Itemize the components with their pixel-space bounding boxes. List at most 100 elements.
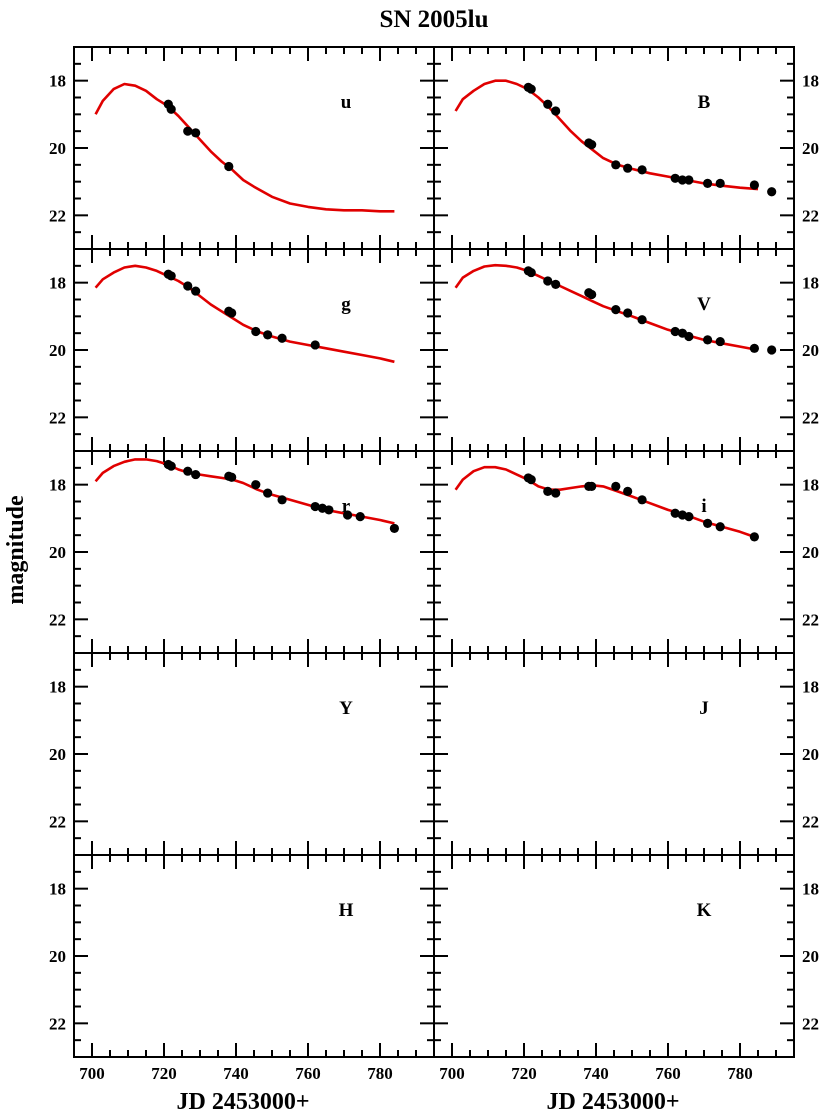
panel-i: 18 20 22 i [433,450,819,654]
data-point-B [749,180,760,190]
panel-frame [433,46,795,250]
y-tick-label: 22 [49,610,66,629]
data-point-g [310,340,320,350]
data-point-B [526,84,536,94]
data-point-V [715,336,725,347]
data-point-B [587,140,597,150]
data-point-B [715,178,725,188]
y-tick-label: 20 [49,543,66,562]
fit-curve-g [94,264,395,364]
y-tick-label: 20 [49,341,66,360]
y-tick-label: 22 [49,408,66,427]
panel-J: 18 20 22 J [433,652,819,856]
data-point-V [767,345,777,355]
band-label-V: V [697,294,711,315]
data-point-i [670,508,680,518]
data-point-V [526,267,536,278]
data-point-i [703,518,713,528]
data-point-B [637,165,647,175]
data-point-u [224,161,234,172]
panel-frame [73,248,435,452]
data-point-i [749,532,760,542]
data-point-u [166,104,176,114]
y-tick-label: 22 [802,408,819,427]
data-point-u [191,128,201,138]
x-tick-label: 700 [439,1064,465,1083]
data-point-g [263,330,273,340]
data-point-r [310,501,320,512]
y-tick-label: 22 [802,1014,819,1033]
x-tick-label: 760 [655,1064,681,1083]
data-point-B [670,173,680,183]
y-tick-label: 20 [49,745,66,764]
y-tick-label: 22 [49,206,66,225]
panel-r: 18 20 22 r [49,450,435,654]
panel-H: 18 20 22 700 720 740 760 780 H [49,854,435,1083]
y-tick-label: 18 [802,274,819,293]
y-tick-label: 22 [802,812,819,831]
panel-B: 18 20 22 B [433,46,819,250]
data-point-r [191,469,201,480]
data-point-V [749,343,760,353]
y-tick-label: 20 [49,947,66,966]
fit-curve-u [94,82,395,213]
y-tick-label: 18 [802,72,819,91]
data-point-r [355,512,365,522]
fit-curve-V [454,263,759,352]
data-point-r [324,505,334,515]
panel-K: 18 20 22 700 720 740 760 780 K [433,854,819,1083]
x-tick-label: 720 [511,1064,537,1083]
panel-frame [73,854,435,1058]
panel-frame [433,248,795,452]
data-point-r [263,488,273,498]
panel-frame [433,854,795,1058]
band-label-g: g [341,294,351,315]
data-point-B [611,160,621,170]
data-point-i [587,481,597,491]
data-point-g [227,308,237,318]
x-tick-label: 740 [223,1064,249,1083]
panel-grid: 18 20 22 u 18 20 22 B 18 20 22 g 18 20 22 V 18 20 22 r 18 20 2… [49,46,819,1083]
x-tick-label: 780 [367,1064,393,1083]
y-tick-label: 22 [49,1014,66,1033]
band-label-B: B [698,92,711,113]
data-point-g [183,281,193,291]
y-tick-label: 20 [802,947,819,966]
panel-u: 18 20 22 u [49,46,435,250]
data-point-i [623,486,633,496]
y-tick-label: 22 [802,610,819,629]
band-label-r: r [342,496,351,517]
band-label-u: u [341,92,352,113]
band-label-i: i [701,496,706,517]
y-tick-label: 18 [802,476,819,495]
data-point-B [767,187,777,197]
data-point-B [684,175,694,185]
data-point-V [587,289,597,300]
data-point-V [637,315,647,325]
panel-frame [73,652,435,856]
y-tick-label: 22 [802,206,819,225]
data-point-i [684,512,694,522]
data-point-i [551,488,561,498]
band-label-H: H [339,900,354,921]
data-point-r [227,472,237,482]
data-point-B [551,106,561,116]
data-point-V [543,276,553,286]
data-point-B [677,175,688,185]
data-point-g [166,271,176,281]
data-point-V [551,279,561,289]
x-tick-label: 700 [79,1064,105,1083]
data-point-g [251,326,261,337]
y-tick-label: 22 [49,812,66,831]
data-point-r [251,480,261,490]
data-point-i [611,481,621,491]
y-tick-label: 18 [802,678,819,697]
figure-title: SN 2005lu [379,6,488,33]
data-point-i [526,475,536,485]
y-tick-label: 18 [49,678,66,697]
panel-frame [433,652,795,856]
x-tick-label: 740 [583,1064,609,1083]
y-tick-label: 20 [802,139,819,158]
y-tick-label: 18 [802,880,819,899]
data-point-V [623,308,633,318]
